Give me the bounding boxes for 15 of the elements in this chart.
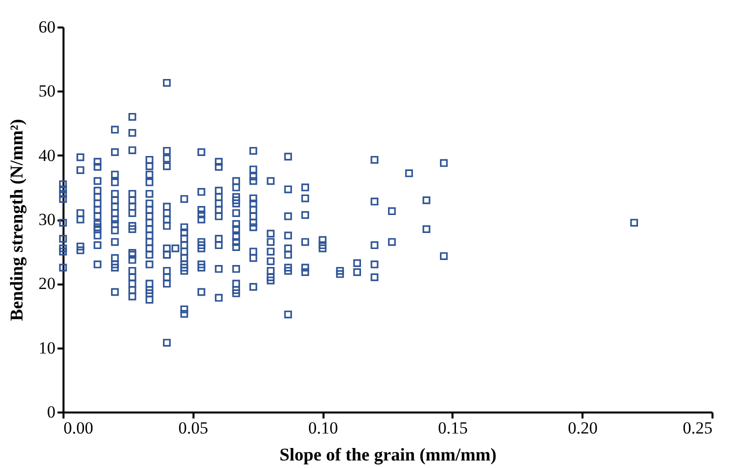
y-tick-label: 40 xyxy=(38,146,56,165)
y-axis-title: Bending strength (N/mm²) xyxy=(6,118,26,322)
y-tick-label: 30 xyxy=(38,210,56,229)
x-tick-label: 0.20 xyxy=(568,418,598,438)
x-tick-label: 0.15 xyxy=(438,418,468,438)
y-tick-label: 50 xyxy=(38,82,56,101)
x-tick-label: 0.00 xyxy=(64,418,94,438)
x-tick-label: 0.25 xyxy=(682,418,712,438)
y-tick-label: 60 xyxy=(38,18,56,36)
x-tick-label: 0.05 xyxy=(178,418,208,438)
y-tick-label: 10 xyxy=(38,338,56,358)
y-tick-label: 0 xyxy=(47,402,56,422)
y-tick-label: 20 xyxy=(38,274,56,294)
x-axis-title: Slope of the grain (mm/mm) xyxy=(280,444,496,464)
x-tick-label: 0.10 xyxy=(308,418,338,438)
